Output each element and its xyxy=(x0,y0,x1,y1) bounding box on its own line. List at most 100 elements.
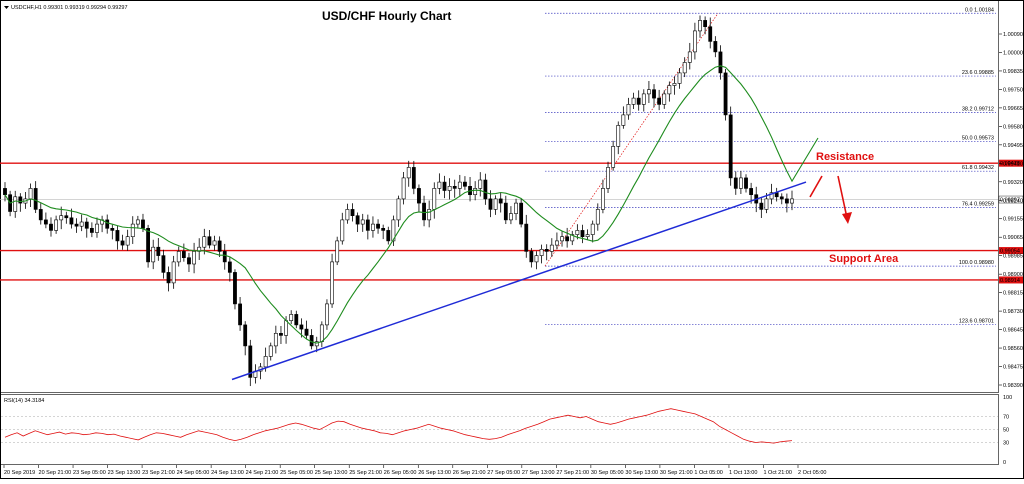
candle-body xyxy=(728,114,733,179)
candle-body xyxy=(682,62,687,74)
candle-body xyxy=(360,219,365,225)
horizontal-levels: 0.99478 0.99054 0.98914 0.99297 xyxy=(0,159,1024,284)
candle-body xyxy=(156,246,161,256)
candle-body xyxy=(457,181,462,189)
y-tick-label: 0.99320 xyxy=(1003,180,1023,186)
current-price-label: 0.99297 xyxy=(1000,198,1020,204)
y-tick-label: 0.99665 xyxy=(1003,106,1023,112)
candle-body xyxy=(176,251,181,263)
y-tick-label: 0.99750 xyxy=(1003,87,1023,93)
candle-body xyxy=(43,219,48,225)
main-panel-border xyxy=(0,0,999,393)
y-tick-label: 0.98985 xyxy=(1003,254,1023,260)
y-tick-label: 0.98560 xyxy=(1003,346,1023,352)
candle-body xyxy=(105,219,110,229)
x-tick-label: 25 Sep 13:00 xyxy=(315,470,348,476)
candle-body xyxy=(738,177,743,189)
candle-body xyxy=(74,223,79,227)
x-tick-label: 30 Sep 05:00 xyxy=(591,470,624,476)
candle-body xyxy=(84,221,89,229)
fib-label: 38.2 0.99712 xyxy=(962,106,994,112)
candle-body xyxy=(503,202,508,221)
candle-body xyxy=(335,240,340,263)
candle-body xyxy=(38,209,43,221)
candle-body xyxy=(89,228,94,233)
candle-body xyxy=(13,196,18,212)
rsi-line xyxy=(4,408,793,444)
candle-body xyxy=(580,230,585,237)
candle-body xyxy=(289,314,294,321)
candle-body xyxy=(422,202,426,221)
rsi-label: RSI(14) 34.3184 xyxy=(4,398,44,404)
candle-body xyxy=(744,177,748,189)
candle-body xyxy=(790,198,794,204)
candle-body xyxy=(759,202,764,210)
y-tick-label: 0.99155 xyxy=(1003,217,1023,223)
candle-body xyxy=(529,251,534,263)
rsi-tick-label: 50 xyxy=(1003,428,1009,434)
candle-body xyxy=(718,51,723,74)
fib-label: 23.6 0.99885 xyxy=(962,70,994,76)
candle-body xyxy=(713,41,718,53)
y-tick-label: 0.99410 xyxy=(1003,161,1023,167)
candle-body xyxy=(447,186,452,191)
candle-body xyxy=(197,246,202,252)
candle-body xyxy=(463,181,467,187)
candle-body xyxy=(703,20,708,27)
candle-body xyxy=(227,261,232,273)
candle-body xyxy=(284,320,288,336)
candle-body xyxy=(549,244,554,252)
candle-body xyxy=(396,198,401,221)
candle-body xyxy=(560,236,564,242)
chart-title: USD/CHF Hourly Chart xyxy=(322,9,451,23)
candle-body xyxy=(672,83,677,86)
candle-body xyxy=(125,236,130,246)
candle-body xyxy=(95,223,99,233)
candle-body xyxy=(611,146,616,168)
x-tick-label: 26 Sep 05:00 xyxy=(384,470,417,476)
y-tick-label: 0.98815 xyxy=(1003,291,1023,297)
candle-body xyxy=(238,303,242,326)
candle-body xyxy=(698,20,702,32)
y-tick-label: 0.98730 xyxy=(1003,309,1023,315)
fibonacci-levels: 0.0 1.00184 23.6 0.99885 38.2 0.99712 50.0 … xyxy=(544,7,996,326)
price-tag-label: 0.98914 xyxy=(1000,278,1020,284)
candle-body xyxy=(350,209,355,216)
x-tick-label: 1 Oct 05:00 xyxy=(694,470,722,476)
x-tick-label: 27 Sep 13:00 xyxy=(522,470,555,476)
rsi-indicator: 100 70 50 30 0 xyxy=(1,395,1012,466)
moving-average xyxy=(4,65,819,344)
candle-body xyxy=(652,89,656,99)
price-tag-label: 0.99478 xyxy=(1000,161,1020,167)
candle-body xyxy=(217,240,222,252)
candle-body xyxy=(69,217,74,225)
candle-body xyxy=(667,85,672,95)
candle-body xyxy=(585,234,590,238)
x-tick-label: 27 Sep 21:00 xyxy=(556,470,589,476)
x-tick-label: 30 Sep 13:00 xyxy=(625,470,658,476)
candle-body xyxy=(473,188,478,195)
candle-body xyxy=(33,188,38,210)
fib-label: 61.8 0.99432 xyxy=(962,165,994,171)
candle-body xyxy=(769,192,774,200)
dropdown-triangle-icon[interactable] xyxy=(4,6,9,9)
symbol-info: USDCHF,H1 0.99301 0.99319 0.99294 0.9929… xyxy=(11,5,128,11)
bullish-trendline xyxy=(231,181,807,381)
candle-body xyxy=(498,198,503,204)
candle-body xyxy=(3,188,7,195)
candle-body xyxy=(677,72,682,84)
x-tick-label: 24 Sep 13:00 xyxy=(211,470,244,476)
trendline xyxy=(231,181,807,381)
y-axis: 1.00090 1.00000 0.99835 0.99750 0.99665 0.995… xyxy=(999,32,1023,389)
x-tick-label: 23 Sep 05:00 xyxy=(73,470,106,476)
candle-body xyxy=(279,332,283,336)
candle-body xyxy=(662,93,667,105)
candle-body xyxy=(212,240,217,246)
resistance-label: Resistance xyxy=(816,151,874,163)
candle-body xyxy=(340,219,345,242)
candle-body xyxy=(437,181,442,189)
candle-body xyxy=(693,30,697,53)
candle-body xyxy=(146,228,150,263)
